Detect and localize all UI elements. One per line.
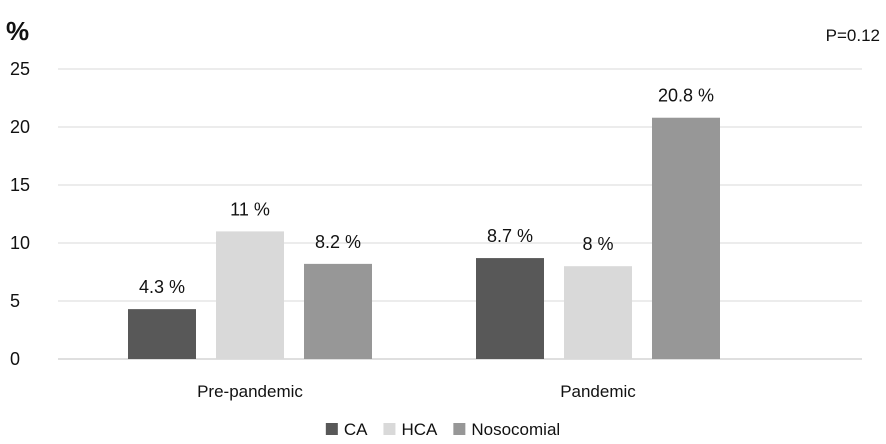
bar-ca [128, 309, 196, 359]
y-tick-label: 15 [10, 175, 30, 195]
legend: CA HCA Nosocomial [325, 420, 560, 439]
bar-ca [476, 258, 544, 359]
data-label: 8.7 % [487, 226, 533, 246]
legend-label-nosocomial: Nosocomial [471, 420, 560, 439]
bar-nosocomial [304, 263, 372, 359]
y-tick-label: 10 [10, 233, 30, 253]
legend-swatch-ca [325, 423, 338, 435]
legend-label-ca: CA [344, 420, 368, 439]
legend-label-hca: HCA [401, 420, 438, 439]
category-label: Pandemic [560, 382, 636, 401]
bar-hca [564, 266, 632, 359]
y-tick-label: 25 [10, 59, 30, 79]
data-label: 8 % [582, 234, 613, 254]
y-tick-label: 0 [10, 349, 20, 369]
gridlines [58, 68, 862, 360]
legend-swatch-nosocomial [453, 423, 466, 435]
data-label: 20.8 % [658, 86, 714, 106]
p-value-annotation: P=0.12 [826, 26, 880, 45]
category-label: Pre-pandemic [197, 382, 303, 401]
bars [128, 117, 720, 359]
data-labels: 4.3 % 11 % 8.2 % 8.7 % 8 % 20.8 % [139, 86, 714, 297]
y-tick-label: 5 [10, 291, 20, 311]
bar-hca [216, 231, 284, 359]
y-tick-label: 20 [10, 117, 30, 137]
bar-nosocomial [652, 117, 720, 359]
data-label: 11 % [230, 199, 270, 219]
data-label: 4.3 % [139, 277, 185, 297]
y-axis-unit-label: % [6, 16, 29, 46]
data-label: 8.2 % [315, 232, 361, 252]
legend-swatch-hca [383, 423, 396, 435]
x-axis-categories: Pre-pandemic Pandemic [197, 382, 636, 401]
y-axis-ticks: 0 5 10 15 20 25 [10, 59, 30, 369]
